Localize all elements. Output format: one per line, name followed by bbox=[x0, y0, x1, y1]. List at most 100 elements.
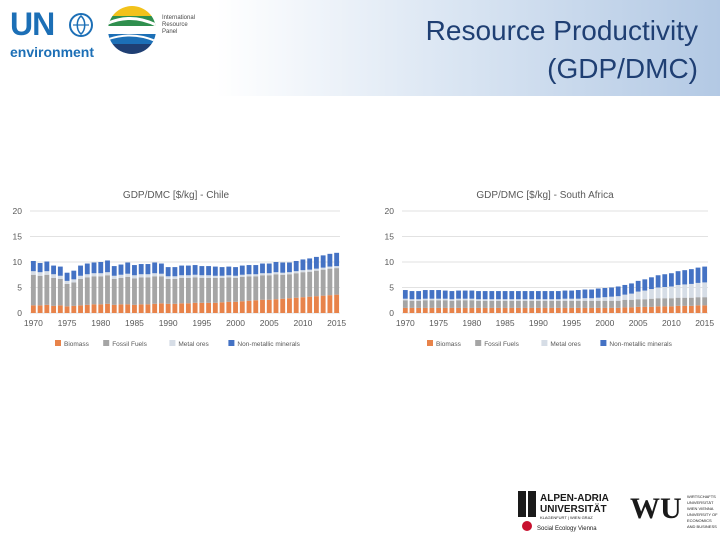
bar-segment bbox=[629, 307, 634, 313]
bar-segment bbox=[91, 276, 97, 305]
bar-segment bbox=[111, 275, 117, 279]
bar-segment bbox=[199, 266, 205, 276]
legend-label: Fossil Fuels bbox=[484, 341, 519, 348]
bar-segment bbox=[509, 300, 515, 308]
bar-segment bbox=[662, 286, 668, 299]
bar-segment bbox=[462, 298, 468, 301]
x-tick-label: 2015 bbox=[695, 318, 714, 328]
bar-segment bbox=[57, 266, 63, 276]
bar-segment bbox=[246, 274, 252, 277]
bar-segment bbox=[327, 295, 333, 313]
bar-segment bbox=[280, 262, 286, 273]
bar-segment bbox=[57, 305, 63, 313]
x-tick-label: 1980 bbox=[91, 318, 110, 328]
wu-subtitle-line: UNIVERSITÄT bbox=[687, 500, 714, 505]
aau-logo: ALPEN-ADRIA UNIVERSITÄT KLAGENFURT | WIE… bbox=[518, 491, 718, 532]
bar-segment bbox=[212, 302, 218, 313]
bar-segment bbox=[118, 274, 124, 278]
bar-segment bbox=[165, 278, 171, 304]
bar-segment bbox=[702, 282, 708, 298]
bar-segment bbox=[589, 307, 594, 313]
bar-segment bbox=[158, 273, 164, 277]
bar-segment bbox=[422, 307, 428, 313]
bar-segment bbox=[44, 261, 50, 272]
bar-segment bbox=[105, 275, 110, 304]
y-tick-label: 5 bbox=[389, 283, 394, 293]
bar-segment bbox=[569, 290, 575, 299]
x-tick-label: 1975 bbox=[58, 318, 77, 328]
bar-segment bbox=[456, 307, 461, 313]
bar-segment bbox=[280, 298, 286, 313]
bar-segment bbox=[535, 299, 541, 301]
bar-segment bbox=[675, 284, 681, 298]
bar-segment bbox=[622, 284, 628, 295]
footer-logos: ALPEN-ADRIA UNIVERSITÄT KLAGENFURT | WIE… bbox=[515, 488, 720, 538]
bar-segment bbox=[192, 274, 198, 278]
legend-label: Metal ores bbox=[550, 341, 581, 348]
bar-segment bbox=[422, 290, 428, 299]
bar-segment bbox=[57, 278, 63, 306]
bar-segment bbox=[118, 264, 124, 275]
bar-segment bbox=[582, 300, 588, 308]
bar-segment bbox=[635, 291, 641, 300]
bar-segment bbox=[219, 267, 225, 276]
bar-segment bbox=[260, 263, 265, 274]
aau-subtitle: KLAGENFURT | WIEN GRAZ bbox=[540, 515, 593, 520]
bar-segment bbox=[287, 272, 292, 275]
bar-segment bbox=[132, 265, 137, 276]
bar-segment bbox=[266, 299, 272, 313]
bar-segment bbox=[522, 300, 528, 308]
bar-segment bbox=[111, 266, 117, 276]
bar-segment bbox=[482, 291, 488, 300]
bar-segment bbox=[98, 304, 104, 313]
bar-segment bbox=[542, 307, 548, 313]
bar-segment bbox=[132, 275, 137, 279]
bar-segment bbox=[91, 262, 97, 274]
bar-segment bbox=[516, 300, 521, 308]
bar-segment bbox=[192, 277, 198, 303]
x-tick-label: 1985 bbox=[125, 318, 144, 328]
legend-label: Non-metallic minerals bbox=[609, 341, 672, 348]
bar-segment bbox=[219, 277, 225, 303]
bar-segment bbox=[462, 290, 468, 299]
bar-segment bbox=[334, 252, 340, 267]
legend-label: Non-metallic minerals bbox=[237, 341, 300, 348]
bar-segment bbox=[569, 298, 575, 301]
bar-segment bbox=[402, 307, 408, 313]
bar-segment bbox=[642, 299, 648, 307]
bar-segment bbox=[51, 305, 57, 313]
bar-segment bbox=[562, 300, 568, 308]
bar-segment bbox=[615, 296, 621, 301]
slide-header: UN environment Inte bbox=[0, 0, 720, 96]
chart-chile: GDP/DMC [$/kg] - Chile 0 5 10 15 20 1970 1975 19… bbox=[0, 180, 352, 357]
bar-segment bbox=[246, 300, 252, 313]
bar-segment bbox=[489, 300, 495, 308]
bar-segment bbox=[635, 280, 641, 292]
bar-segment bbox=[152, 303, 158, 313]
bar-segment bbox=[293, 271, 299, 274]
bar-segment bbox=[132, 278, 137, 305]
bar-segment bbox=[145, 274, 151, 278]
irp-logo: International Resource Panel bbox=[104, 2, 214, 60]
bar-segment bbox=[78, 275, 83, 279]
bar-segment bbox=[549, 307, 555, 313]
bar-segment bbox=[469, 307, 475, 313]
bar-segment bbox=[449, 300, 455, 308]
bar-segment bbox=[307, 258, 313, 270]
bar-segment bbox=[199, 275, 205, 278]
bar-segment bbox=[669, 286, 674, 299]
bar-segment bbox=[595, 288, 601, 298]
bar-segment bbox=[253, 276, 259, 301]
bar-segment bbox=[239, 276, 245, 302]
bar-segment bbox=[456, 298, 461, 301]
bar-segment bbox=[179, 277, 185, 304]
bar-segment bbox=[442, 300, 448, 308]
bar-segment bbox=[212, 266, 218, 276]
bar-segment bbox=[300, 259, 306, 271]
bar-segment bbox=[185, 303, 191, 313]
bar-segment bbox=[37, 263, 43, 273]
legend-swatch bbox=[475, 340, 482, 346]
bar-segment bbox=[516, 291, 521, 300]
bar-segment bbox=[226, 266, 232, 276]
bar-segment bbox=[44, 304, 50, 313]
